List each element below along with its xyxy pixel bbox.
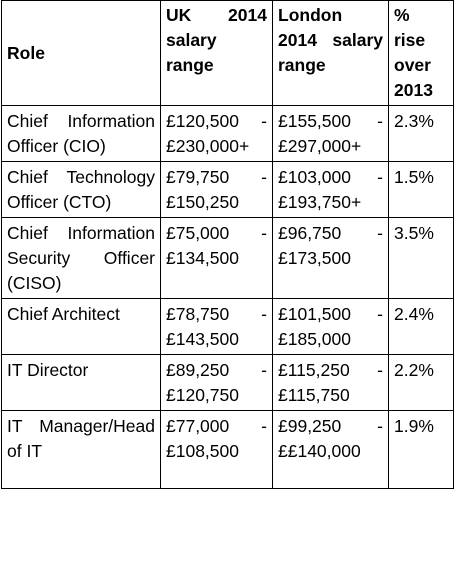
uk-range-cell: £79,750 - £150,250	[160, 161, 273, 218]
uk-range-cell: £75,000 - £134,500	[160, 217, 273, 299]
header-london-line-1: London	[278, 5, 343, 25]
rise-cell: 2.3%	[388, 105, 454, 162]
role-cell: IT Director	[1, 354, 161, 411]
table-row: Chief Information Security Officer (CISO…	[1, 217, 454, 299]
salary-table: Role UK 2014 salary range London 2014 sa…	[1, 0, 454, 489]
london-range-cell: £115,250 - £115,750	[272, 354, 389, 411]
uk-min: £79,750 -	[166, 167, 267, 187]
london-max: £115,750	[278, 385, 350, 405]
uk-range-cell: £120,500 - £230,000+	[160, 105, 273, 162]
role-cell: Chief Information Security Officer (CISO…	[1, 217, 161, 299]
uk-max: £143,500	[166, 329, 239, 349]
london-max: £185,000	[278, 329, 351, 349]
header-london-salary: London 2014 salary range	[272, 0, 389, 106]
table-row: Chief Architect £78,750 - £143,500 £101,…	[1, 298, 454, 355]
uk-min: £89,250 -	[166, 360, 267, 380]
header-rise-line-1: %	[394, 5, 410, 25]
uk-max: £120,750	[166, 385, 239, 405]
header-london-line-3: range	[278, 55, 326, 75]
london-min: £99,250 -	[278, 416, 383, 436]
london-range-cell: £103,000 - £193,750+	[272, 161, 389, 218]
role-cell: Chief Technology Officer (CTO)	[1, 161, 161, 218]
rise-cell: 1.5%	[388, 161, 454, 218]
header-uk-line-2: salary	[166, 30, 217, 50]
london-range-cell: £96,750 - £173,500	[272, 217, 389, 299]
header-uk-line-1: UK 2014	[166, 5, 267, 25]
london-range-cell: £99,250 - ££140,000	[272, 410, 389, 489]
london-min: £101,500 -	[278, 304, 383, 324]
role-cell: Chief Information Officer (CIO)	[1, 105, 161, 162]
header-london-line-2: 2014 salary	[278, 30, 383, 50]
uk-range-cell: £78,750 - £143,500	[160, 298, 273, 355]
london-min: £103,000 -	[278, 167, 383, 187]
uk-max: £108,500	[166, 441, 239, 461]
uk-min: £120,500 -	[166, 111, 267, 131]
uk-range-cell: £77,000 - £108,500	[160, 410, 273, 489]
london-range-cell: £101,500 - £185,000	[272, 298, 389, 355]
london-max: £297,000+	[278, 136, 362, 156]
rise-cell: 2.4%	[388, 298, 454, 355]
table-row: IT Director £89,250 - £120,750 £115,250 …	[1, 354, 454, 411]
header-role: Role	[1, 0, 161, 106]
header-rise-line-3: over	[394, 55, 431, 75]
table-row: Chief Information Officer (CIO) £120,500…	[1, 105, 454, 162]
london-range-cell: £155,500 - £297,000+	[272, 105, 389, 162]
table-header: Role UK 2014 salary range London 2014 sa…	[1, 0, 454, 106]
table-body: Chief Information Officer (CIO) £120,500…	[1, 105, 454, 489]
uk-max: £150,250	[166, 192, 239, 212]
london-min: £115,250 -	[278, 360, 383, 380]
uk-range-cell: £89,250 - £120,750	[160, 354, 273, 411]
london-min: £96,750 -	[278, 223, 383, 243]
uk-max: £230,000+	[166, 136, 250, 156]
uk-min: £75,000 -	[166, 223, 267, 243]
london-max: ££140,000	[278, 441, 361, 461]
uk-min: £78,750 -	[166, 304, 267, 324]
rise-cell: 2.2%	[388, 354, 454, 411]
table-row: IT Manager/Head of IT £77,000 - £108,500…	[1, 410, 454, 489]
header-uk-salary: UK 2014 salary range	[160, 0, 273, 106]
uk-max: £134,500	[166, 248, 239, 268]
header-rise-line-4: 2013	[394, 80, 433, 100]
role-cell: IT Manager/Head of IT	[1, 410, 161, 489]
table-row: Chief Technology Officer (CTO) £79,750 -…	[1, 161, 454, 218]
role-cell: Chief Architect	[1, 298, 161, 355]
uk-min: £77,000 -	[166, 416, 267, 436]
rise-cell: 3.5%	[388, 217, 454, 299]
header-row: Role UK 2014 salary range London 2014 sa…	[1, 0, 454, 106]
header-rise: % rise over 2013	[388, 0, 454, 106]
header-uk-line-3: range	[166, 55, 214, 75]
london-max: £193,750+	[278, 192, 362, 212]
header-rise-line-2: rise	[394, 30, 426, 50]
rise-cell: 1.9%	[388, 410, 454, 489]
london-min: £155,500 -	[278, 111, 383, 131]
london-max: £173,500	[278, 248, 351, 268]
